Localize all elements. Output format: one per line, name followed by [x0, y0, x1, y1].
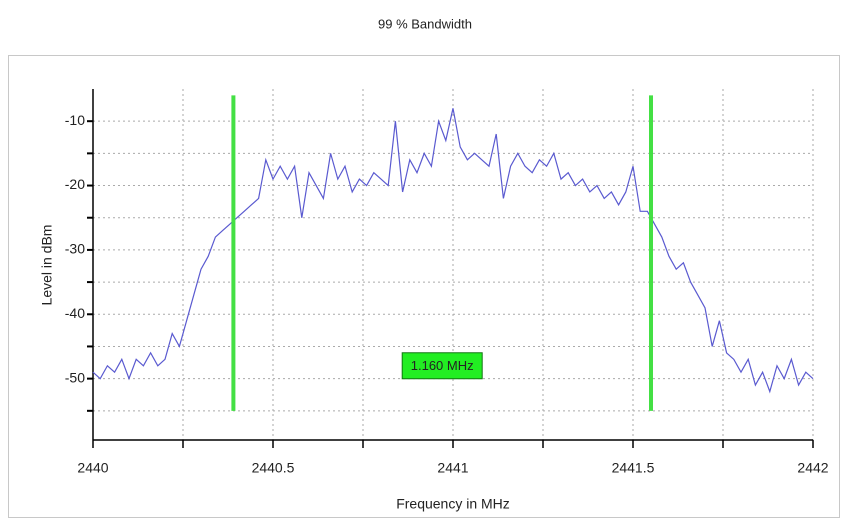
y-tick-label: -40 [65, 305, 85, 321]
x-axis-label: Frequency in MHz [396, 496, 510, 512]
panel-border [8, 55, 840, 518]
y-axis-label: Level in dBm [39, 225, 55, 306]
y-tick-label: -30 [65, 241, 85, 257]
x-tick-label: 2440.5 [252, 460, 295, 476]
x-tick-label: 2441 [437, 460, 468, 476]
annotation-text: 1.160 MHz [411, 358, 474, 373]
x-tick-label: 2442 [797, 460, 828, 476]
y-tick-label: -50 [65, 369, 85, 385]
x-tick-label: 2441.5 [612, 460, 655, 476]
y-tick-label: -20 [65, 176, 85, 192]
chart-title: 99 % Bandwidth [378, 16, 472, 31]
annotation-box [401, 352, 483, 380]
y-tick-label: -10 [65, 112, 85, 128]
spectrum-line [92, 108, 814, 394]
x-tick-label: 2440 [77, 460, 108, 476]
